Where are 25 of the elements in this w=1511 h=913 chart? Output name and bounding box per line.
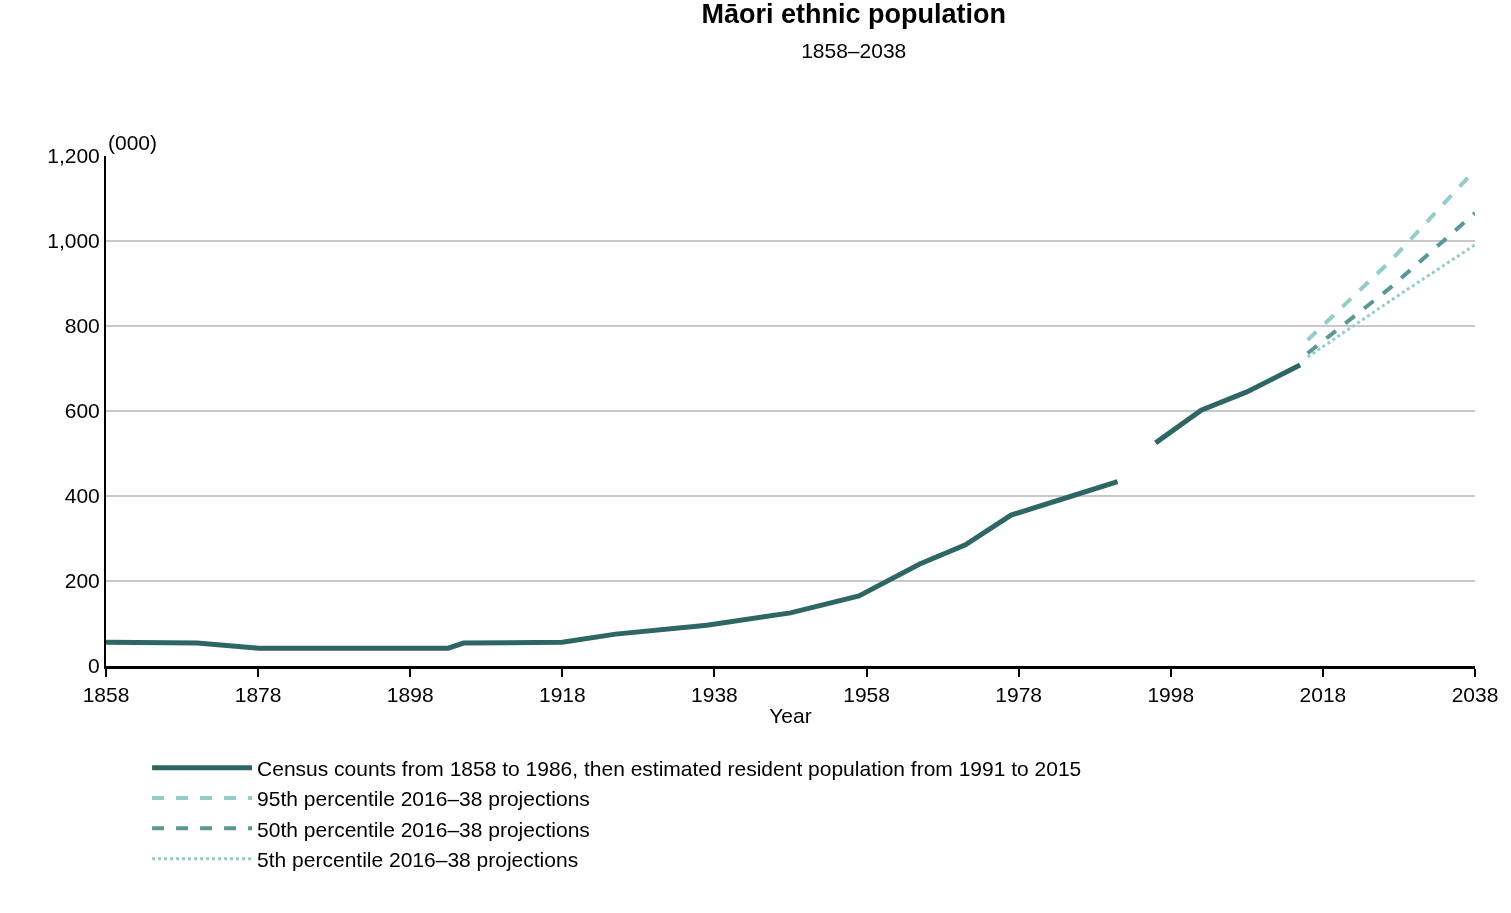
y-tick-label: 200 [64, 569, 100, 593]
legend-label: 95th percentile 2016–38 projections [257, 787, 590, 811]
y-tick-label: 400 [64, 484, 100, 508]
x-tick-label: 1878 [234, 683, 282, 707]
x-tick-label: 1978 [995, 683, 1043, 707]
x-tick-label: 2038 [1451, 683, 1499, 707]
y-tick-label: 0 [88, 654, 100, 678]
x-axis-title: Year [769, 704, 812, 728]
x-tick-label: 2018 [1299, 683, 1347, 707]
y-tick-label: 800 [64, 314, 100, 338]
x-tick-label: 1918 [538, 683, 586, 707]
x-tick-label: 1938 [691, 683, 738, 707]
x-tick-label: 1958 [843, 683, 890, 707]
y-tick-label: 1,000 [47, 229, 100, 253]
x-tick-label: 1898 [386, 683, 434, 707]
chart-subtitle: 1858–2038 [801, 38, 907, 62]
x-tick-label: 1998 [1147, 683, 1195, 707]
legend-label: 50th percentile 2016–38 projections [257, 817, 590, 841]
y-tick-label: 600 [64, 399, 100, 423]
legend-label: Census counts from 1858 to 1986, then estimated resident population from 1991 to 2015 [257, 756, 1082, 780]
legend-label: 5th percentile 2016–38 projections [257, 847, 579, 871]
chart-title: Māori ethnic population [701, 0, 1006, 29]
y-tick-label: 1,200 [47, 144, 100, 168]
y-axis-title: (000) [108, 131, 158, 154]
x-tick-label: 1858 [82, 683, 130, 707]
